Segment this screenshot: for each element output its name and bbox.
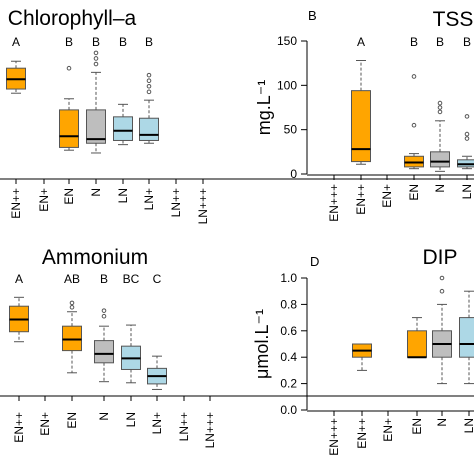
x-tick-label: LN+	[150, 412, 164, 434]
x-tick-label: LN+++	[196, 188, 210, 224]
box-iqr	[407, 330, 427, 358]
x-tick-label: EN++	[9, 188, 23, 219]
x-tick-label: EN	[65, 412, 79, 429]
x-tick-label: EN++	[355, 418, 369, 449]
significance-letter: B	[463, 35, 471, 49]
x-tick-label: EN	[407, 184, 421, 201]
y-tick-label: 100	[277, 78, 297, 92]
outlier-point	[101, 308, 107, 313]
y-tick-label: 0.2	[280, 377, 297, 391]
x-tick-label: LN	[124, 412, 138, 427]
x-tick-label: EN+	[381, 418, 395, 442]
panel-d: DIP D 0.0 0.2 0.4 0.6 0.8 1.0 μmol.L⁻¹ EN+++ EN++ E…	[252, 246, 474, 456]
x-tick-label: EN	[62, 188, 76, 205]
x-tick-label: LN+++	[203, 412, 217, 448]
x-tick-label: EN+++	[327, 418, 341, 456]
x-tick-label: EN+++	[327, 184, 341, 222]
outlier-point	[411, 74, 417, 79]
x-tick-label: EN+	[38, 412, 52, 436]
x-tick-label: N	[433, 184, 447, 193]
panel-title: Ammonium	[42, 246, 148, 269]
outlier-point	[66, 65, 72, 71]
outlier-point	[437, 105, 443, 110]
panel-a: Chlorophyll–a EN+++ EN++ A EN+ EN B N B LN B LN+ B LN…	[0, 7, 474, 224]
panel-label: D	[310, 254, 319, 269]
panel-b: TSS B 0 50 100 150 mg.L⁻¹ EN+++ EN++ A EN+ EN B N B LN B…	[254, 8, 474, 222]
x-tick-label: EN++	[12, 412, 26, 443]
outlier-point	[437, 109, 443, 115]
significance-letter: B	[145, 35, 153, 49]
box-iqr	[94, 340, 114, 364]
significance-letter: A	[15, 272, 23, 286]
panel-label: B	[308, 8, 317, 23]
x-tick-label: EN+	[380, 184, 394, 208]
outlier-point	[146, 78, 152, 83]
y-tick-label: 0.6	[280, 324, 297, 338]
outlier-point	[93, 50, 99, 56]
outlier-point	[93, 61, 99, 67]
significance-letter: B	[100, 272, 108, 286]
outlier-point	[464, 131, 470, 137]
outlier-point	[101, 313, 107, 319]
outlier-point	[464, 114, 470, 119]
box-iqr	[86, 109, 106, 144]
y-tick-label: 0.4	[280, 350, 297, 364]
outlier-point	[437, 100, 443, 106]
significance-letter: AB	[64, 272, 80, 286]
y-axis-label: μmol.L⁻¹	[252, 309, 272, 379]
x-tick-label: LN++	[177, 412, 191, 441]
significance-letter: B	[436, 35, 444, 49]
box-iqr	[351, 90, 371, 163]
significance-letter: B	[65, 35, 73, 49]
outlier-point	[146, 72, 152, 78]
outlier-point	[146, 83, 152, 89]
x-tick-label: N	[435, 418, 449, 427]
outlier-point	[439, 275, 445, 281]
outlier-point	[464, 136, 470, 141]
x-tick-label: EN+	[37, 188, 51, 212]
y-tick-label: 150	[277, 34, 297, 48]
significance-letter: B	[92, 35, 100, 49]
outlier-point	[146, 89, 152, 95]
box-iqr	[459, 317, 474, 358]
x-tick-label: EN++	[354, 184, 368, 215]
box-iqr	[430, 151, 450, 168]
y-tick-label: 50	[284, 123, 298, 137]
y-axis-label: mg.L⁻¹	[254, 80, 274, 136]
significance-letter: A	[357, 35, 365, 49]
panel-title: Chlorophyll–a	[8, 7, 137, 30]
panel-title: TSS	[433, 8, 474, 31]
x-tick-label: LN	[116, 188, 130, 203]
box-iqr	[62, 325, 82, 352]
significance-letter: BC	[123, 272, 140, 286]
box-iqr	[113, 116, 133, 141]
y-tick-label: 1.0	[280, 271, 297, 285]
y-tick-label: 0.8	[280, 297, 297, 311]
significance-letter: A	[12, 35, 20, 49]
x-tick-label: N	[97, 412, 111, 421]
x-tick-label: LN++	[169, 188, 183, 217]
outlier-point	[411, 122, 417, 128]
box-iqr	[139, 117, 159, 141]
outlier-point	[69, 305, 75, 310]
x-tick-label: N	[89, 188, 103, 197]
x-tick-label: LN	[460, 184, 474, 199]
box-iqr	[59, 109, 79, 148]
panel-title: DIP	[422, 246, 457, 269]
significance-letter: B	[119, 35, 127, 49]
x-tick-label: EN	[410, 418, 424, 435]
significance-letter: C	[153, 272, 162, 286]
outlier-point	[69, 300, 75, 306]
panel-c: Ammonium LN+++ EN++ A EN+ EN AB N B LN BC LN+ C LN++ L…	[0, 246, 474, 448]
significance-letter: B	[410, 35, 418, 49]
outlier-point	[439, 288, 445, 294]
outlier-point	[93, 56, 99, 61]
y-tick-label: 0	[290, 167, 297, 181]
x-tick-label: LN+	[142, 188, 156, 210]
x-tick-label: LN	[462, 418, 474, 433]
y-tick-label: 0.0	[280, 403, 297, 417]
